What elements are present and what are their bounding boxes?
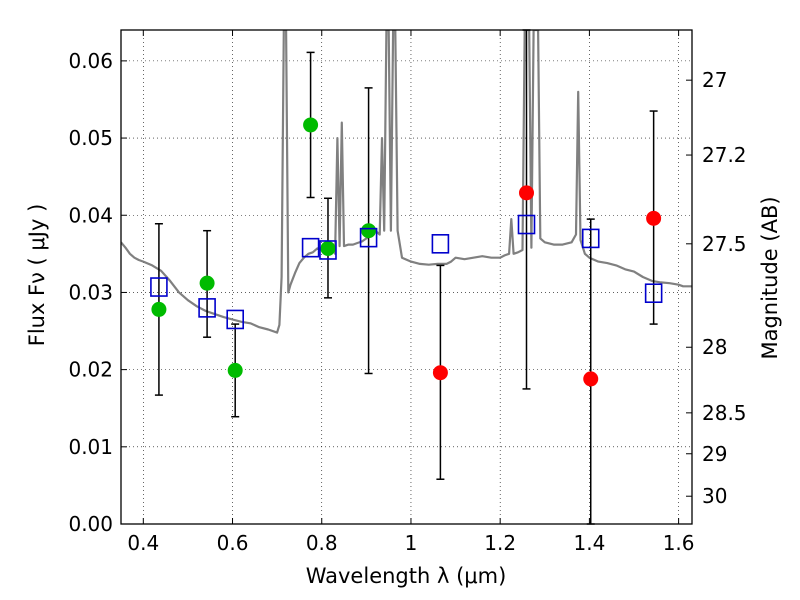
data-point: [432, 365, 448, 381]
x-axis-label: Wavelength λ (μm): [306, 564, 507, 588]
y-tick-label: 0.02: [68, 358, 113, 382]
model-square-marker: [359, 227, 378, 248]
y-axis-label-right: Magnitude (AB): [758, 196, 782, 359]
data-point: [646, 210, 662, 226]
x-tick-label: 0.8: [306, 531, 338, 555]
x-axis: 0.4 0.6 0.8 1 1.2 1.4 1.6: [127, 30, 695, 555]
y-axis: 0.00 0.01 0.02 0.03 0.04 0.05 0.06: [68, 49, 127, 536]
data-point: [227, 362, 243, 378]
model-square-marker: [198, 298, 216, 318]
data-point: [199, 275, 215, 291]
right-tick-label: 28.5: [702, 401, 747, 425]
y-tick-label: 0.06: [68, 49, 113, 73]
y-axis-label: Flux Fν ( μJy ): [25, 204, 49, 347]
model-square-marker: [150, 277, 168, 297]
x-tick-label: 1.4: [573, 531, 605, 555]
model-square-marker: [581, 228, 600, 249]
y-tick-label: 0.04: [68, 203, 113, 227]
x-tick-label: 1: [405, 531, 418, 555]
data-point: [518, 185, 534, 201]
y-tick-label: 0.01: [68, 435, 113, 459]
markers-group: [150, 117, 663, 387]
y-axis-right: 27 27.2 27.5 28 28.5 29 30: [686, 68, 747, 508]
model-spectrum-group: [121, 30, 692, 334]
plot-frame: [120, 29, 693, 525]
model-square-marker: [517, 214, 536, 235]
data-point: [361, 223, 377, 239]
y-tick-label: 0.00: [68, 512, 113, 536]
right-tick-label: 28: [702, 335, 727, 359]
right-tick-label: 30: [702, 484, 727, 508]
data-point: [583, 371, 599, 387]
model-square-marker: [319, 240, 337, 260]
model-spectrum-line: [121, 30, 692, 334]
model-square-marker: [644, 283, 663, 304]
right-tick-label: 27.5: [702, 232, 747, 256]
x-tick-label: 0.4: [127, 531, 159, 555]
model-square-marker: [226, 309, 244, 330]
right-tick-label: 29: [702, 442, 727, 466]
y-tick-label: 0.05: [68, 126, 113, 150]
right-tick-label: 27: [702, 68, 727, 92]
y-tick-label: 0.03: [68, 280, 113, 304]
data-point: [151, 301, 167, 317]
right-tick-label: 27.2: [702, 143, 747, 167]
model-square-marker: [301, 237, 320, 258]
x-tick-label: 1.2: [484, 531, 516, 555]
data-point: [320, 240, 336, 256]
x-tick-label: 1.6: [663, 531, 695, 555]
x-tick-label: 0.6: [217, 531, 249, 555]
model-square-marker: [431, 234, 450, 254]
data-point: [303, 117, 319, 133]
